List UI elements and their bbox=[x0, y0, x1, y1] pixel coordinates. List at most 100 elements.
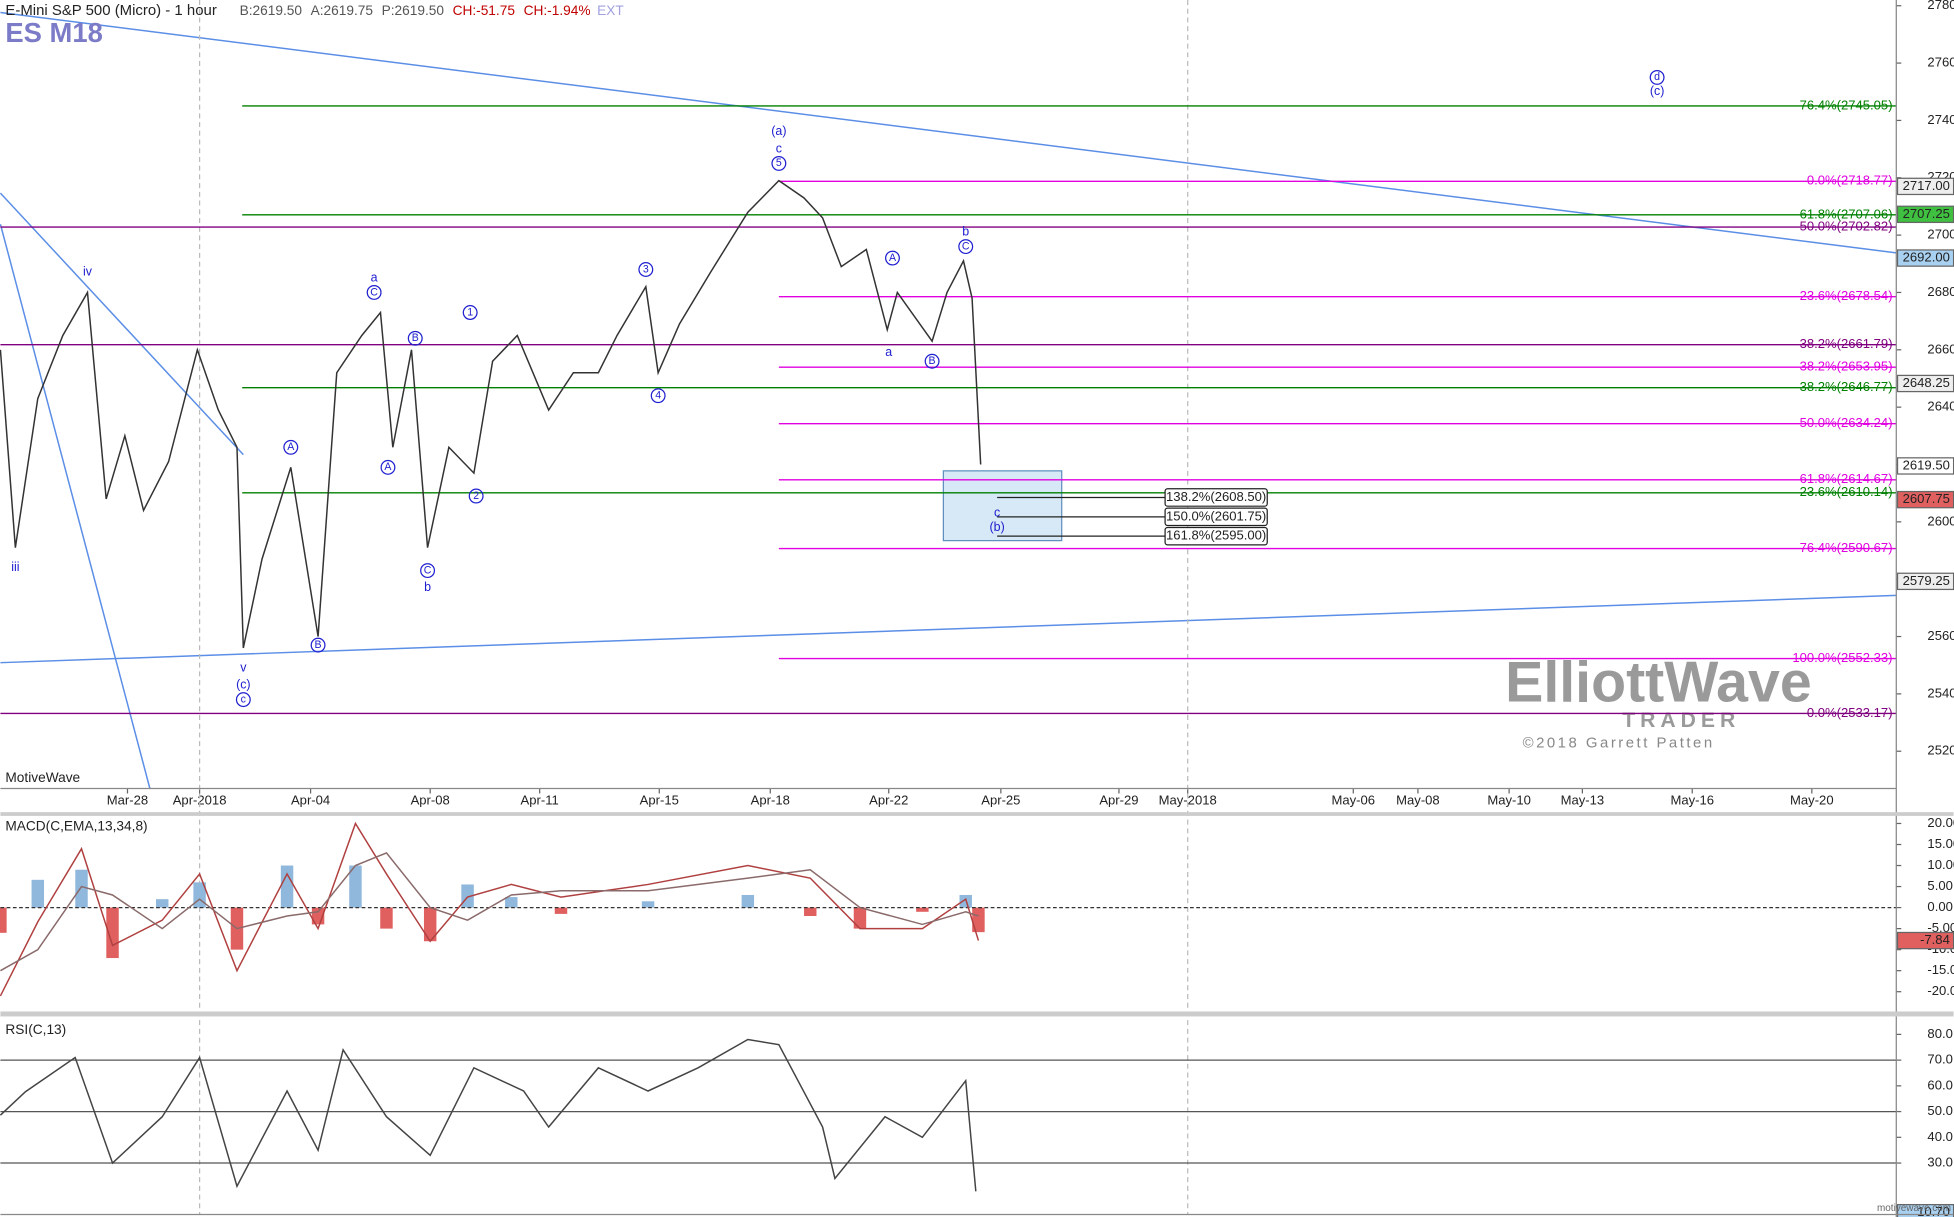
header: E-Mini S&P 500 (Micro) - 1 hour B:2619.5… bbox=[5, 2, 1951, 1214]
histogram-bar bbox=[741, 894, 755, 908]
x-tick-label: Apr-18 bbox=[751, 792, 790, 807]
histogram-bar bbox=[853, 907, 867, 929]
watermark: ElliottWave TRADER ©2018 Garrett Patten bbox=[1505, 650, 1812, 751]
wave-circle bbox=[958, 239, 974, 255]
x-tick-label: Apr-22 bbox=[869, 792, 908, 807]
wave-circle bbox=[924, 353, 940, 369]
wave-label: 5 bbox=[776, 157, 782, 169]
y-tick-label: 2660.00 bbox=[1927, 341, 1954, 356]
wave-circle bbox=[407, 330, 423, 346]
wave-circle bbox=[1649, 69, 1665, 85]
wave-label: c bbox=[776, 141, 782, 155]
histogram-bar bbox=[106, 907, 119, 959]
wave-label: iii bbox=[11, 560, 19, 574]
y-tick-label: 0.00 bbox=[1927, 899, 1952, 914]
mode: EXT bbox=[597, 3, 624, 18]
y-tick-label: 30.0 bbox=[1927, 1154, 1952, 1169]
series-line bbox=[0, 821, 980, 997]
y-tick-label: 10.00 bbox=[1927, 857, 1954, 872]
histogram-bar bbox=[380, 907, 393, 929]
copyright: ©2018 Garrett Patten bbox=[1523, 735, 1715, 752]
histogram-bar bbox=[280, 865, 294, 908]
wave-circle bbox=[310, 637, 326, 653]
wave-label: B bbox=[412, 332, 419, 344]
wave-label: v bbox=[240, 660, 247, 674]
x-tick-label: Apr-2018 bbox=[173, 792, 227, 807]
panel-divider bbox=[0, 812, 1954, 816]
trendline bbox=[0, 192, 244, 456]
instrument: E-Mini S&P 500 (Micro) - 1 hour bbox=[5, 2, 216, 19]
trendline bbox=[0, 11, 1897, 254]
fib-label: 100.0%(2552.33) bbox=[1792, 650, 1892, 665]
wave-label: 1 bbox=[467, 306, 473, 318]
x-tick-label: Apr-15 bbox=[640, 792, 679, 807]
change-pct: CH:-1.94% bbox=[524, 3, 591, 18]
wave-label: (c) bbox=[1650, 84, 1665, 98]
wave-circle bbox=[366, 284, 382, 300]
wave-label: B bbox=[315, 639, 322, 651]
price-flag-label: 2692.00 bbox=[1903, 250, 1950, 265]
fib-label: 0.0%(2533.17) bbox=[1807, 705, 1893, 720]
wave-circle bbox=[235, 692, 251, 708]
y-tick-label: 60.0 bbox=[1927, 1077, 1952, 1092]
wave-label: iv bbox=[83, 265, 93, 279]
price-flag-label: -7.84 bbox=[1920, 932, 1950, 947]
y-tick-label: 2560.00 bbox=[1927, 628, 1954, 643]
watermark-sub: TRADER bbox=[1622, 709, 1740, 732]
x-tick-label: Apr-29 bbox=[1099, 792, 1138, 807]
x-tick-label: Apr-08 bbox=[411, 792, 450, 807]
series-line bbox=[0, 1038, 977, 1192]
panel-title: RSI(C,13) bbox=[5, 1022, 66, 1037]
target-label: 138.2%(2608.50) bbox=[1166, 489, 1266, 504]
target-label: 150.0%(2601.75) bbox=[1166, 508, 1266, 523]
y-tick-label: 2680.00 bbox=[1927, 284, 1954, 299]
change: CH:-51.75 bbox=[453, 3, 516, 18]
price-flag-label: 2579.25 bbox=[1903, 573, 1950, 588]
histogram-bar bbox=[916, 907, 929, 912]
wave-label: (a) bbox=[771, 124, 786, 138]
target-box bbox=[942, 470, 1063, 542]
x-tick-label: May-06 bbox=[1331, 792, 1375, 807]
price-flag-label: 2648.25 bbox=[1903, 375, 1950, 390]
fib-label: 50.0%(2702.82) bbox=[1800, 218, 1893, 233]
y-tick-label: 20.00 bbox=[1927, 815, 1954, 830]
wave-label: 3 bbox=[643, 263, 649, 275]
series-line bbox=[0, 852, 979, 972]
fib-label: 61.8%(2614.67) bbox=[1800, 471, 1893, 486]
y-tick-label: 2740.00 bbox=[1927, 112, 1954, 127]
wave-label: 4 bbox=[655, 389, 661, 401]
target-label: 161.8%(2595.00) bbox=[1166, 528, 1266, 543]
y-tick-label: 2600.00 bbox=[1927, 513, 1954, 528]
fib-label: 61.8%(2707.06) bbox=[1800, 206, 1893, 221]
wave-label: A bbox=[384, 461, 392, 473]
fib-label: 0.0%(2718.77) bbox=[1807, 173, 1893, 188]
y-tick-label: 5.00 bbox=[1927, 878, 1952, 893]
histogram-bar bbox=[641, 901, 655, 908]
target-box bbox=[1164, 507, 1268, 527]
wave-label: c bbox=[994, 506, 1000, 520]
wave-label: C bbox=[424, 564, 432, 576]
price-flag-label: 2707.25 bbox=[1903, 206, 1950, 221]
x-tick-label: Mar-28 bbox=[107, 792, 148, 807]
trendline bbox=[0, 224, 151, 789]
y-tick-label: 2780.00 bbox=[1927, 0, 1954, 12]
last-price: P:2619.50 bbox=[382, 3, 445, 18]
wave-label: a bbox=[371, 270, 378, 284]
fib-label: 38.2%(2661.79) bbox=[1800, 336, 1893, 351]
wave-label: C bbox=[370, 286, 378, 298]
wave-label: B bbox=[929, 355, 936, 367]
y-tick-label: -15.00 bbox=[1927, 962, 1954, 977]
x-tick-label: May-2018 bbox=[1159, 792, 1217, 807]
chart-title: ES M18 bbox=[5, 17, 102, 48]
y-tick-label: 80.0 bbox=[1927, 1026, 1952, 1041]
histogram-bar bbox=[505, 897, 518, 908]
x-tick-label: Apr-25 bbox=[981, 792, 1020, 807]
fib-label: 50.0%(2634.24) bbox=[1800, 415, 1893, 430]
y-tick-label: 70.0 bbox=[1927, 1052, 1952, 1067]
watermark: ElliottWave bbox=[1505, 650, 1812, 714]
wave-label: 2 bbox=[473, 490, 479, 502]
histogram-bar bbox=[156, 899, 169, 908]
fib-label: 38.2%(2646.77) bbox=[1800, 379, 1893, 394]
